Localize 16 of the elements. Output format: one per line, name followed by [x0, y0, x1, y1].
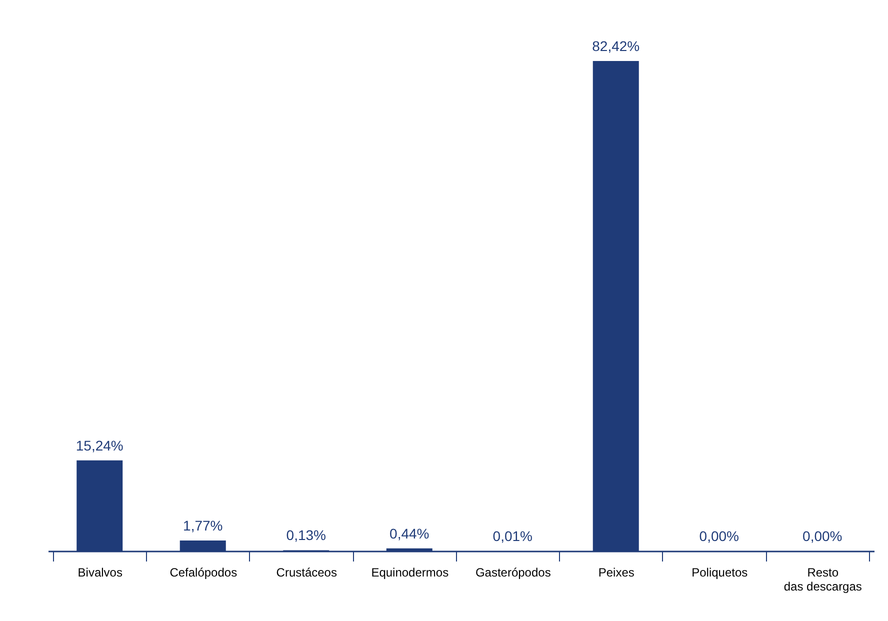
x-tick-label: Crustáceos	[276, 566, 337, 580]
x-tick-label: Peixes	[598, 566, 634, 580]
x-tick-label: Poliquetos	[692, 566, 748, 580]
x-tick-label: Cefalópodos	[170, 566, 238, 580]
x-tick-label: Gasterópodos	[475, 566, 551, 580]
data-label: 0,00%	[699, 528, 739, 544]
x-tick-label: Resto das descargas	[784, 566, 862, 594]
data-label: 0,01%	[492, 528, 532, 544]
x-tick-label: Bivalvos	[78, 566, 122, 580]
data-label: 82,42%	[592, 38, 640, 54]
data-label: 15,24%	[76, 437, 124, 454]
data-label: 0,44%	[390, 525, 430, 542]
data-label: 0,00%	[802, 528, 842, 544]
data-label: 0,13%	[286, 527, 326, 544]
data-label: 1,77%	[183, 517, 223, 534]
x-tick-label: Equinodermos	[371, 566, 449, 580]
